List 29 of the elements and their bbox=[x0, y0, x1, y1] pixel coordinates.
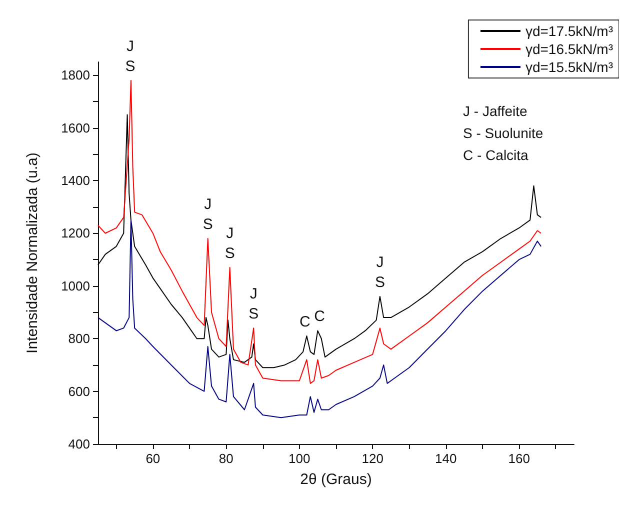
y-tick-label: 1600 bbox=[61, 120, 90, 136]
annotation: J S bbox=[374, 254, 385, 291]
x-axis-title: 2θ (Graus) bbox=[300, 471, 372, 488]
annotation: C bbox=[299, 313, 310, 330]
x-tick-label: 140 bbox=[434, 451, 457, 466]
annotation: J - Jaffeite S - Suolunite C - Calcita bbox=[463, 103, 544, 163]
annotation: J S bbox=[125, 38, 136, 75]
legend-label: γd=16.5kN/m³ bbox=[525, 41, 614, 57]
y-tick-label: 1800 bbox=[61, 68, 90, 83]
x-tick-label: 120 bbox=[362, 451, 384, 466]
legend-label: γd=17.5kN/m³ bbox=[525, 23, 614, 39]
x-tick-label: 160 bbox=[508, 451, 530, 466]
annotation: J S bbox=[224, 224, 235, 262]
annotation: J S bbox=[202, 196, 213, 234]
line-series bbox=[98, 220, 542, 418]
y-tick-label: 1400 bbox=[61, 173, 90, 188]
y-tick-label: 400 bbox=[68, 436, 90, 452]
y-tick-label: 1200 bbox=[61, 226, 90, 241]
legend-label: γd=15.5kN/m³ bbox=[525, 59, 614, 75]
annotation: J S bbox=[248, 286, 259, 323]
y-tick-label: 1000 bbox=[61, 278, 90, 294]
x-tick-label: 100 bbox=[288, 451, 310, 466]
x-tick-label: 80 bbox=[218, 451, 234, 466]
line-series bbox=[98, 80, 542, 384]
y-tick-label: 600 bbox=[68, 384, 90, 399]
x-tick-label: 60 bbox=[146, 451, 160, 466]
y-tick-label: 800 bbox=[68, 331, 90, 346]
annotation: C bbox=[314, 308, 326, 326]
y-axis-title: Intensidade Normalizada (u.a) bbox=[24, 152, 41, 354]
